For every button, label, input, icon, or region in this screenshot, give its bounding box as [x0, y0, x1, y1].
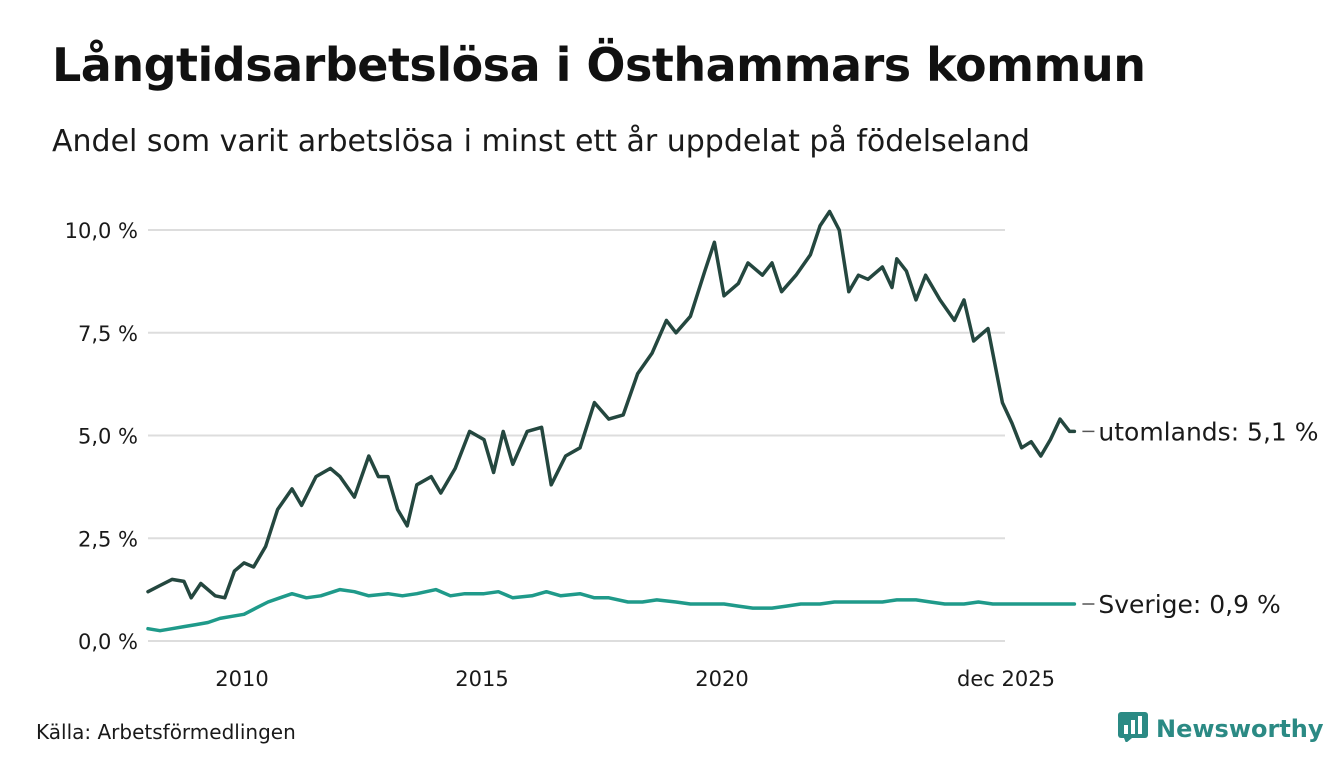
- series-line-sverige: [146, 587, 1077, 633]
- x-tick-label: 2020: [695, 667, 748, 691]
- x-axis: 2010 2015 2020 dec 2025: [215, 667, 1055, 691]
- brand-name: Newsworthy: [1156, 715, 1324, 743]
- newsworthy-logo-icon: [1118, 712, 1148, 746]
- source-note: Källa: Arbetsförmedlingen: [36, 720, 296, 744]
- series-end-labels: utomlands: 5,1 % Sverige: 0,9 %: [1082, 417, 1319, 619]
- line-chart: 0,0 % 2,5 % 5,0 % 7,5 % 10,0 % 2010 2015 2020 d…: [65, 209, 1319, 691]
- chart-subtitle: Andel som varit arbetslösa i minst ett å…: [52, 124, 1030, 159]
- chart-series: [146, 209, 1077, 633]
- end-label-utomlands: utomlands: 5,1 %: [1098, 417, 1318, 446]
- y-tick-label: 7,5 %: [78, 322, 138, 346]
- y-tick-label: 10,0 %: [65, 219, 138, 243]
- y-tick-label: 5,0 %: [78, 425, 138, 449]
- series-line-utomlands: [146, 209, 1077, 600]
- brand[interactable]: Newsworthy: [1118, 712, 1324, 746]
- y-tick-label: 2,5 %: [78, 527, 138, 551]
- chart-grid: [148, 229, 1005, 642]
- y-axis: 0,0 % 2,5 % 5,0 % 7,5 % 10,0 %: [65, 219, 138, 654]
- end-label-sverige: Sverige: 0,9 %: [1098, 590, 1280, 619]
- y-tick-label: 0,0 %: [78, 630, 138, 654]
- x-tick-label: 2010: [215, 667, 268, 691]
- x-tick-label: 2015: [455, 667, 508, 691]
- x-tick-label: dec 2025: [957, 667, 1055, 691]
- chart-title: Långtidsarbetslösa i Östhammars kommun: [52, 38, 1146, 92]
